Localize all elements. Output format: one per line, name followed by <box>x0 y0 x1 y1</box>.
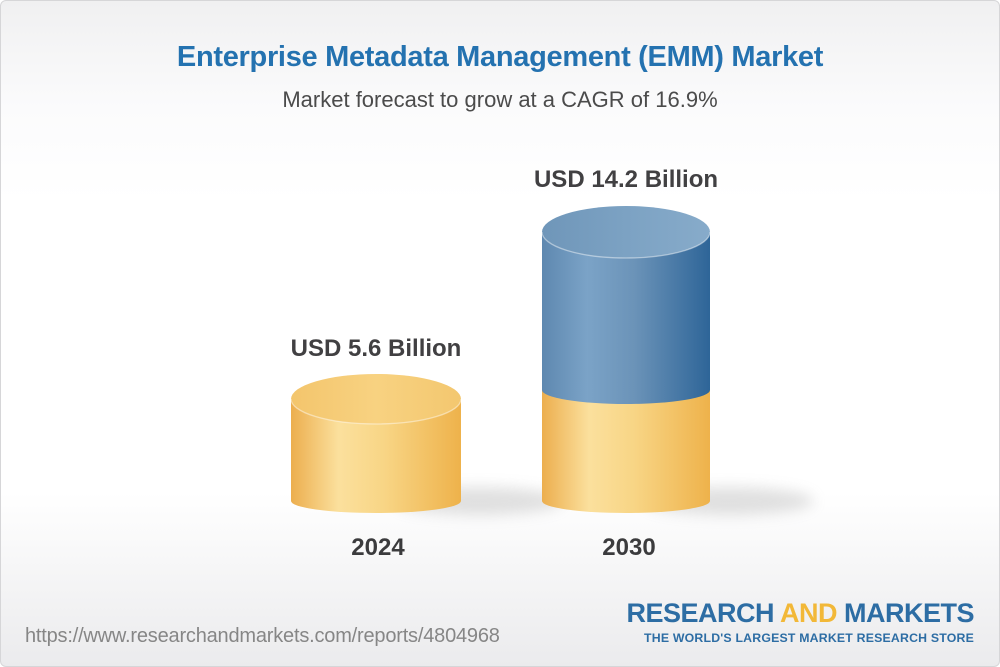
bar-2030-category-label: 2030 <box>602 534 656 561</box>
research-and-markets-logo: RESEARCH AND MARKETS THE WORLD'S LARGEST… <box>626 600 974 645</box>
logo-tagline: THE WORLD'S LARGEST MARKET RESEARCH STOR… <box>644 631 974 645</box>
page-subtitle: Market forecast to grow at a CAGR of 16.… <box>282 87 718 112</box>
bar-2024-value-label: USD 5.6 Billion <box>290 335 462 362</box>
bar-2024-top <box>291 374 461 424</box>
bar-2030-base-segment-body <box>542 381 710 513</box>
bar-2024-category-label: 2024 <box>351 534 405 561</box>
bar-2030-value-label: USD 14.2 Billion <box>533 166 719 193</box>
bar-2024-top-rim-highlight <box>290 398 462 425</box>
bar-2030-top-rim-highlight <box>541 231 711 259</box>
report-url: https://www.researchandmarkets.com/repor… <box>25 625 500 647</box>
page-title: Enterprise Metadata Management (EMM) Mar… <box>176 41 824 73</box>
bar-2030-growth-segment-body <box>542 232 710 404</box>
bar-2024-body <box>291 399 461 513</box>
logo-wordmark: RESEARCH AND MARKETS <box>626 600 974 627</box>
logo-word-and: AND <box>779 598 838 628</box>
bar-2030-top <box>542 206 710 258</box>
logo-word-markets: MARKETS <box>844 598 975 628</box>
logo-word-research: RESEARCH <box>626 598 774 628</box>
